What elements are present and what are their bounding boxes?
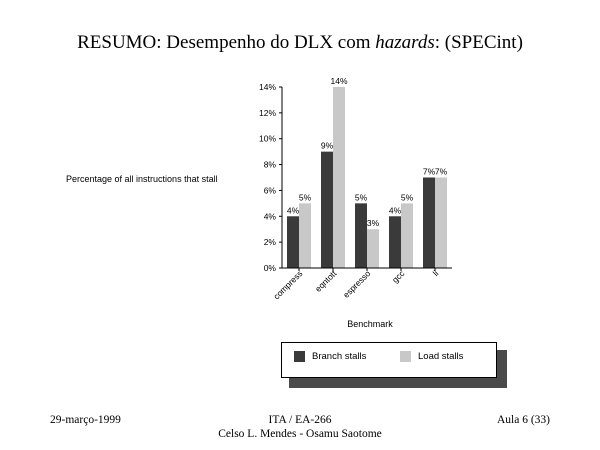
legend-swatch-load [400,351,411,362]
data-label: 5% [401,192,414,202]
data-label: 5% [299,192,312,202]
data-label: 7% [423,167,436,177]
y-tick-label: 8% [264,160,277,170]
data-labels: 4% 5% 9% 14% 5% 3% 4% 5% 7% 7% [287,76,448,228]
legend-swatch-branch [294,351,305,362]
bar-espresso-load [367,229,379,268]
y-tick-label: 14% [259,82,276,92]
bar-li-load [435,177,447,268]
legend-item-branch: Branch stalls [294,351,366,362]
legend-label-branch: Branch stalls [312,351,367,362]
data-label: 7% [435,167,448,177]
data-label: 14% [330,76,347,86]
legend: Branch stalls Load stalls [281,342,497,378]
y-axis-label: Percentage of all instructions that stal… [66,174,218,184]
y-tick-label: 6% [264,185,277,195]
x-tick-label: gcc [390,268,407,285]
footer-authors: Celso L. Mendes - Osamu Saotome [218,428,382,440]
y-tick-label: 4% [264,211,277,221]
data-label: 9% [321,141,334,151]
y-tick-label: 10% [259,134,276,144]
bar-li-branch [423,177,435,268]
bar-espresso-branch [355,203,367,268]
footer-lecture: Aula 6 (33) [496,414,550,426]
y-tick-label: 0% [264,263,277,273]
data-label: 4% [389,205,402,215]
bar-compress-load [299,203,311,268]
bar-eqntott-branch [321,151,333,268]
data-label: 5% [355,192,368,202]
x-axis-label: Benchmark [347,319,393,329]
bar-compress-branch [287,216,299,268]
bar-eqntott-load [333,87,345,268]
footer-date: 29-março-1999 [50,414,121,426]
x-tick-label: li [431,268,441,278]
x-axis-ticks: compress eqntott espresso gcc li [271,268,440,302]
title-text-post: : (SPECint) [434,32,523,53]
y-axis-ticks: 0% 2% 4% 6% 8% 10% 12% 14% [259,82,282,273]
x-tick-label: compress [271,268,304,301]
data-label: 4% [287,205,300,215]
bar-gcc-branch [389,216,401,268]
data-label: 3% [367,218,380,228]
bar-gcc-load [401,203,413,268]
footer-course: ITA / EA-266 [268,414,332,426]
y-tick-label: 12% [259,108,276,118]
legend-item-load: Load stalls [400,351,463,362]
y-tick-label: 2% [264,237,277,247]
slide-title: RESUMO: Desempenho do DLX com hazards: (… [0,32,600,54]
legend-label-load: Load stalls [418,351,464,362]
bars [287,87,447,268]
title-text-emphasis: hazards [375,32,435,53]
x-tick-label: espresso [341,268,373,300]
title-text-pre: RESUMO: Desempenho do DLX com [77,32,376,53]
x-tick-label: eqntott [313,268,339,294]
